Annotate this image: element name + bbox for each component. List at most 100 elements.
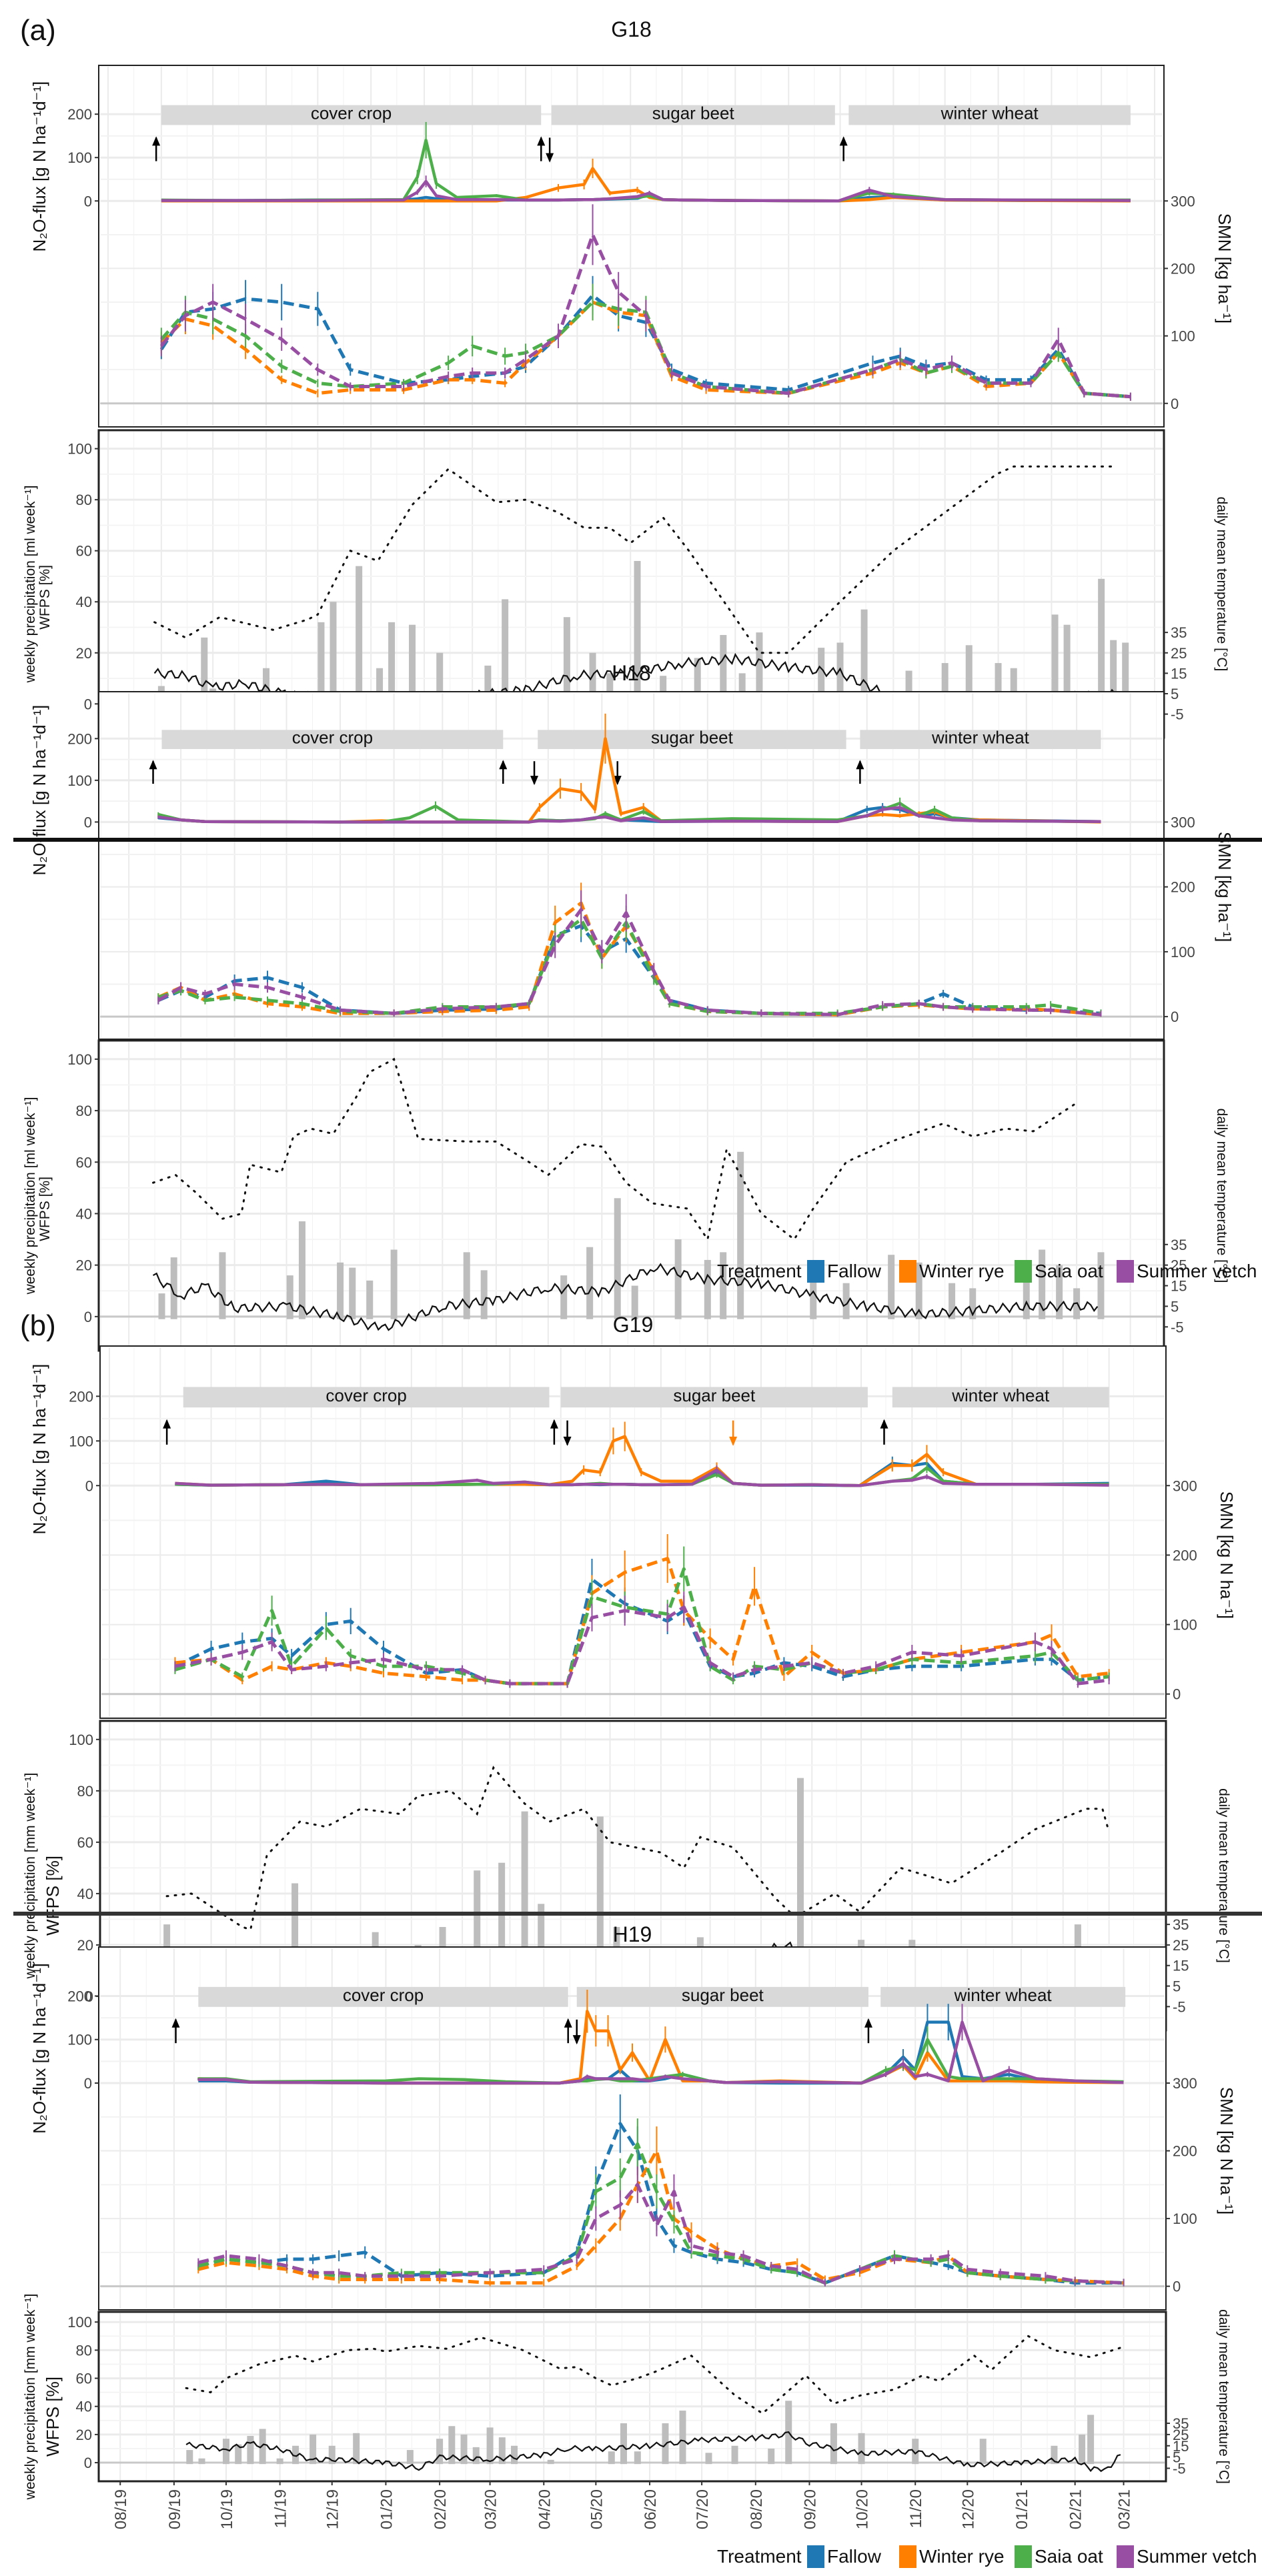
precipitation-bar xyxy=(720,634,727,707)
arrow-up-icon xyxy=(864,2018,872,2044)
precipitation-bar xyxy=(704,1259,711,1319)
phase-bar xyxy=(551,105,835,125)
y-axis-title-n2o: N₂O-flux [g N ha⁻¹d⁻¹] xyxy=(29,705,49,876)
upper-plot-frame xyxy=(99,1345,1167,1719)
precipitation-bar xyxy=(941,663,949,707)
x-tick-label: 08/20 xyxy=(748,2489,766,2529)
panel-letter: (a) xyxy=(20,14,56,47)
y-tick-label-right: 100 xyxy=(1171,944,1195,960)
y-axis-title-n2o: N₂O-flux [g N ha⁻¹d⁻¹] xyxy=(29,81,49,252)
y-axis-title-smn: SMN [kg N ha⁻¹] xyxy=(1217,1491,1237,1619)
arrow-head xyxy=(171,2018,180,2028)
y-tick-label-left: 40 xyxy=(76,2399,92,2415)
y-tick-label-right: 100 xyxy=(1173,2210,1197,2227)
precipitation-bar xyxy=(330,602,337,707)
y-axis-title-smn: SMN [kg N ha⁻¹] xyxy=(1217,2087,1237,2214)
legend-title: Treatment xyxy=(717,2546,802,2567)
precipitation-bar xyxy=(818,648,825,707)
gridlines xyxy=(101,1347,1165,2029)
y-tick-label-left: 20 xyxy=(76,1257,92,1274)
y-tick-label-left: 80 xyxy=(76,2342,92,2359)
arrow-head xyxy=(149,760,157,770)
y-tick-label-left: 200 xyxy=(67,106,92,123)
precipitation-bar xyxy=(1110,640,1117,707)
legend-swatch xyxy=(899,2545,916,2568)
smn-series-winter-rye xyxy=(160,300,1131,399)
arrow-down-icon xyxy=(546,137,554,163)
x-tick-label: 05/20 xyxy=(588,2489,606,2529)
arrow-head xyxy=(864,2018,872,2028)
precipitation-bar xyxy=(388,622,396,707)
legend-label: Fallow xyxy=(827,1261,882,1281)
y-tick-label-right: 0 xyxy=(1171,1009,1179,1025)
y-axis-title-precipitation: weekly precipitation [ml week⁻¹] xyxy=(23,1097,38,1295)
y-tick-label-left: 0 xyxy=(85,1988,93,2005)
y-tick-label-left: 20 xyxy=(76,645,92,662)
precipitation-bar xyxy=(1039,1249,1046,1319)
y-tick-label-left: 80 xyxy=(76,492,92,508)
y-tick-label-right: 100 xyxy=(1171,328,1195,345)
precipitation-bar xyxy=(1063,624,1071,707)
wfps-line xyxy=(153,465,1118,654)
phase-label: winter wheat xyxy=(951,1385,1050,1405)
site-title: G19 xyxy=(613,1313,653,1337)
precipitation-bar xyxy=(463,1252,470,1319)
phase-label: winter wheat xyxy=(931,727,1030,747)
precipitation-bar xyxy=(995,663,1002,707)
y-tick-label-left: 20 xyxy=(77,1937,93,1954)
wfps-line xyxy=(185,2335,1123,2415)
y-tick-label-right: 5 xyxy=(1171,1298,1179,1315)
precipitation-bar xyxy=(1098,578,1105,707)
y-tick-label-left: 0 xyxy=(84,1309,92,1325)
temperature-line xyxy=(185,2431,1121,2473)
precipitation-bar xyxy=(560,1275,568,1319)
x-tick-label: 01/21 xyxy=(1013,2489,1031,2529)
precipitation-bar xyxy=(460,2434,468,2465)
x-tick-label: 08/19 xyxy=(112,2489,130,2529)
y-tick-label-left: 100 xyxy=(69,1732,93,1748)
n2o-series-summer-vetch xyxy=(198,2020,1124,2085)
y-tick-label-right: 300 xyxy=(1171,193,1195,209)
precipitation-bar xyxy=(480,1270,488,1319)
phase-bar xyxy=(538,730,846,749)
precipitation-bar xyxy=(276,2458,283,2465)
precipitation-bar xyxy=(608,2451,615,2465)
precipitation-bar xyxy=(842,1283,850,1319)
separators xyxy=(13,838,1262,1916)
precipitation-bar xyxy=(498,2437,506,2465)
x-tick-label: 11/19 xyxy=(272,2489,290,2528)
arrow-up-icon xyxy=(163,1419,171,1445)
phase-bar xyxy=(161,730,504,749)
precipitation-bar xyxy=(614,1198,621,1319)
precipitation-bar xyxy=(198,2458,205,2465)
y-tick-label-left: 0 xyxy=(84,696,92,712)
precipitation-bar xyxy=(318,622,325,707)
arrow-head xyxy=(563,1436,572,1446)
y-axis-title-temperature: daily mean temperature [°C] xyxy=(1216,2309,1231,2484)
arrow-head xyxy=(729,1436,738,1446)
legend-label: Fallow xyxy=(827,2546,882,2567)
precipitation-bar xyxy=(830,2423,837,2465)
legend-label: Summer vetch xyxy=(1137,2546,1257,2567)
precipitation-bar xyxy=(376,668,384,707)
y-tick-label-right: -5 xyxy=(1171,1319,1184,1335)
precipitation-bar xyxy=(390,1249,398,1319)
y-axis-title-n2o: N₂O-flux [g N ha⁻¹d⁻¹] xyxy=(29,1364,49,1535)
phase-bar xyxy=(860,730,1101,749)
smn-series-fallow xyxy=(174,1577,1109,1686)
x-tick-label: 02/20 xyxy=(432,2489,450,2529)
legend-label: Summer vetch xyxy=(1137,1261,1257,1281)
y-axis-title-smn: SMN [kg ha⁻¹] xyxy=(1215,213,1235,324)
gridlines xyxy=(100,67,1163,736)
smn-series-winter-rye xyxy=(157,901,1101,1017)
y-tick-label-left: 60 xyxy=(76,1154,92,1171)
arrow-head xyxy=(880,1419,888,1429)
arrow-down-icon xyxy=(613,761,622,786)
precipitation-bar xyxy=(694,658,701,707)
arrow-head xyxy=(572,2035,581,2045)
precipitation-bar xyxy=(756,632,763,707)
precipitation-bar xyxy=(448,2426,456,2465)
